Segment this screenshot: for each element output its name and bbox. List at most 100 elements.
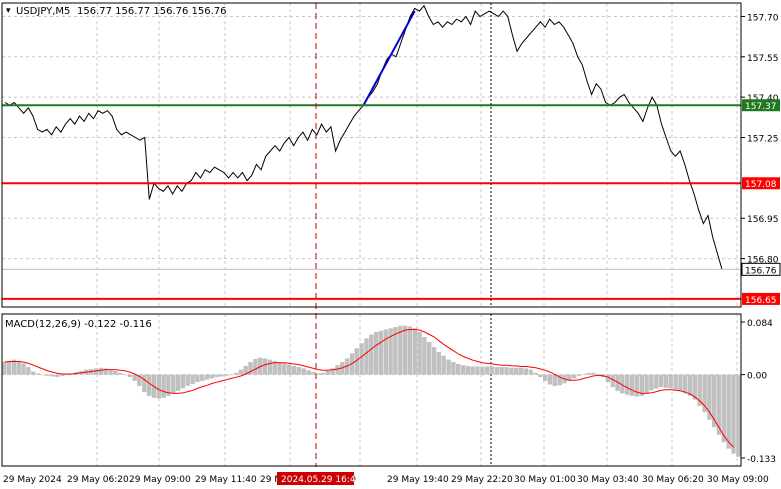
macd-histogram-bar [320, 372, 326, 375]
macd-histogram-bar [417, 332, 422, 375]
macd-histogram-bar [475, 366, 480, 375]
macd-histogram-bar [267, 359, 273, 375]
macd-histogram-bar [639, 374, 644, 396]
macd-histogram-bar [282, 363, 287, 375]
price-level-label: 157.08 [745, 180, 777, 190]
price-level-tag [742, 292, 780, 305]
macd-histogram-bar [567, 374, 572, 381]
macd-signal-line[interactable] [4, 329, 735, 448]
macd-histogram-bar [398, 325, 403, 375]
macd-histogram-bar [311, 372, 316, 375]
macd-histogram-bar [127, 374, 132, 378]
macd-histogram-bar [687, 374, 693, 396]
macd-histogram-bar [673, 374, 678, 390]
macd-histogram-bar [499, 367, 504, 375]
macd-histogram-bar [55, 374, 60, 378]
macd-histogram-bar [523, 368, 528, 375]
macd-histogram-bar [441, 355, 446, 375]
macd-histogram-bar [344, 358, 350, 375]
macd-label: MACD(12,26,9) -0.122 -0.116 [5, 319, 152, 330]
macd-histogram-bar [509, 367, 514, 375]
macd-histogram-bar [736, 374, 741, 457]
macd-histogram-bar [209, 374, 215, 379]
x-tick-label: 30 May 01:00 [514, 475, 576, 485]
macd-histogram-bar [325, 370, 330, 375]
macd-histogram-bar [369, 334, 374, 375]
macd-histogram-bar [180, 374, 186, 389]
macd-histogram-bar [489, 366, 495, 375]
cursor-time-tag [277, 472, 354, 485]
macd-histogram-bar [436, 352, 442, 375]
macd-histogram-bar [721, 374, 727, 443]
macd-histogram-bar [185, 374, 190, 386]
macd-histogram-bar [528, 369, 533, 375]
macd-histogram-bar [658, 374, 664, 388]
macd-tick-label: 0.084 [747, 319, 773, 329]
macd-histogram-bar [272, 360, 277, 375]
macd-histogram-bar [591, 372, 596, 375]
macd-histogram-bar [306, 370, 311, 375]
macd-histogram-bar [60, 374, 65, 376]
macd-histogram-bar [287, 364, 292, 375]
price-pane[interactable] [2, 3, 741, 467]
macd-tick-label: -0.133 [747, 455, 776, 465]
macd-histogram-bar [224, 374, 229, 376]
macd-histogram-bar [108, 369, 113, 375]
macd-histogram-bar [233, 372, 239, 375]
macd-histogram-bar [40, 374, 45, 376]
macd-histogram-bar [296, 367, 301, 375]
trend-line[interactable] [362, 10, 416, 106]
macd-histogram-bar [35, 373, 41, 375]
macd-histogram-bar [171, 374, 176, 394]
macd-histogram-bar [291, 365, 297, 375]
macd-histogram-bar [431, 347, 437, 375]
macd-histogram-bar [615, 374, 620, 391]
cursor-time-label: 2024.05.29 16:40 [281, 475, 362, 485]
macd-histogram-bar [190, 374, 195, 384]
macd-histogram-bar [98, 367, 103, 375]
macd-histogram-bar [649, 374, 654, 391]
macd-histogram-bar [214, 374, 219, 378]
macd-histogram-bar [586, 372, 591, 375]
macd-histogram-bar [393, 327, 398, 375]
y-tick-label: 156.80 [747, 256, 779, 266]
price-level-label: 156.65 [745, 296, 777, 306]
macd-histogram-bar [683, 374, 688, 394]
macd-histogram-bar [383, 329, 388, 375]
macd-histogram-bar [480, 366, 485, 375]
macd-histogram-bar [547, 374, 553, 385]
macd-histogram-bar [16, 360, 21, 375]
macd-histogram-bar [142, 374, 147, 393]
x-tick-label: 30 May 03:40 [577, 475, 639, 485]
price-level-label: 157.37 [745, 102, 777, 112]
macd-histogram-bar [156, 374, 161, 399]
symbol-dropdown-icon[interactable]: ▾ [6, 6, 11, 16]
macd-histogram-bar [146, 374, 152, 396]
macd-histogram-bar [514, 367, 519, 375]
macd-histogram-bar [485, 366, 490, 375]
y-tick-label: 157.40 [747, 94, 779, 104]
macd-histogram-bar [407, 326, 413, 375]
y-tick-label: 156.95 [747, 215, 779, 225]
macd-histogram-bar [195, 374, 200, 383]
macd-histogram-bar [605, 374, 611, 383]
y-tick-label: 157.70 [747, 13, 779, 23]
macd-histogram-bar [470, 366, 475, 375]
macd-histogram-bar [388, 328, 393, 375]
macd-histogram-bar [243, 365, 248, 375]
macd-histogram-bar [21, 363, 26, 375]
price-level-tag [742, 177, 780, 190]
macd-histogram-bar [712, 374, 717, 428]
macd-histogram-bar [277, 362, 282, 375]
macd-histogram-bar [262, 358, 268, 375]
price-pane-frame [1, 2, 742, 308]
macd-histogram-bar [248, 362, 253, 375]
macd-pane[interactable] [2, 314, 741, 466]
x-tick-label: 30 May 06:20 [642, 475, 704, 485]
macd-histogram-bar [726, 374, 731, 449]
x-tick-label: 29 M [260, 475, 282, 485]
macd-histogram-bar [654, 374, 659, 389]
x-tick-label: 29 May 09:00 [129, 475, 191, 485]
